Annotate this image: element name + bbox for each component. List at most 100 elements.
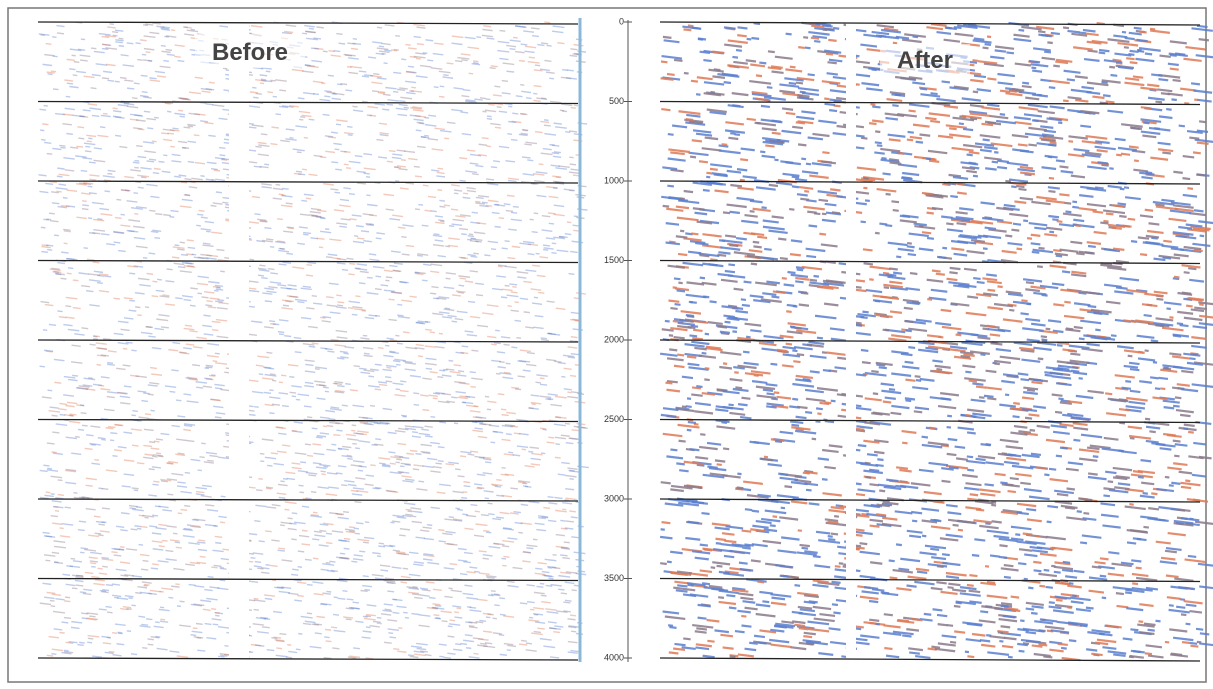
texture-stroke (548, 437, 554, 438)
texture-stroke (223, 169, 229, 170)
texture-stroke (469, 73, 473, 74)
texture-stroke (554, 497, 562, 498)
texture-stroke (1166, 308, 1170, 309)
texture-stroke (401, 237, 406, 238)
texture-stroke (47, 468, 52, 469)
texture-stroke (683, 638, 690, 639)
texture-stroke (337, 386, 344, 387)
texture-stroke (327, 571, 334, 572)
texture-stroke (58, 480, 63, 481)
texture-stroke (511, 212, 517, 213)
texture-stroke (408, 655, 414, 656)
texture-stroke (39, 109, 46, 110)
texture-stroke (905, 380, 915, 381)
texture-stroke (1182, 178, 1190, 179)
texture-stroke (1113, 249, 1124, 250)
texture-stroke (1125, 592, 1132, 593)
texture-stroke (1026, 509, 1036, 510)
texture-stroke (334, 597, 338, 598)
texture-stroke (144, 517, 148, 518)
texture-stroke (140, 40, 147, 41)
texture-stroke (1048, 145, 1056, 146)
texture-stroke (102, 78, 109, 79)
texture-stroke (1020, 620, 1024, 621)
texture-stroke (463, 193, 468, 194)
texture-stroke (399, 535, 405, 536)
texture-stroke (52, 415, 58, 416)
texture-stroke (505, 285, 510, 286)
texture-stroke (192, 254, 196, 255)
texture-stroke (1073, 440, 1080, 441)
texture-stroke (1189, 138, 1199, 139)
texture-stroke (294, 338, 302, 339)
texture-stroke (822, 152, 829, 153)
texture-stroke (298, 150, 305, 151)
texture-stroke (1138, 237, 1149, 238)
texture-stroke (547, 45, 552, 46)
texture-stroke (71, 559, 76, 560)
texture-stroke (763, 390, 773, 391)
texture-stroke (1057, 494, 1068, 495)
texture-stroke (422, 225, 429, 226)
texture-stroke (57, 176, 63, 177)
texture-stroke (360, 591, 367, 592)
texture-stroke (323, 387, 329, 388)
texture-stroke (416, 322, 423, 323)
texture-stroke (1102, 598, 1106, 599)
texture-stroke (364, 590, 369, 591)
texture-stroke (703, 60, 711, 61)
texture-stroke (1065, 212, 1071, 213)
texture-stroke (137, 463, 144, 464)
texture-stroke (258, 479, 262, 480)
texture-stroke (570, 55, 577, 56)
texture-stroke (532, 36, 539, 37)
texture-stroke (199, 210, 205, 211)
texture-stroke (541, 340, 549, 341)
texture-stroke (146, 619, 152, 620)
texture-stroke (383, 94, 391, 95)
texture-stroke (1049, 607, 1062, 609)
texture-stroke (437, 172, 445, 173)
texture-stroke (101, 592, 108, 593)
texture-stroke (386, 367, 391, 368)
texture-stroke (564, 542, 570, 543)
texture-stroke (219, 148, 225, 149)
texture-stroke (288, 228, 294, 229)
texture-stroke (504, 204, 510, 205)
texture-stroke (541, 43, 548, 44)
texture-stroke (891, 201, 899, 202)
texture-stroke (54, 562, 58, 563)
texture-stroke (461, 498, 467, 499)
texture-stroke (104, 191, 110, 192)
texture-stroke (566, 443, 574, 444)
texture-stroke (508, 122, 516, 123)
texture-stroke (565, 423, 570, 424)
texture-stroke (64, 618, 71, 619)
texture-stroke (319, 247, 323, 248)
texture-stroke (560, 110, 564, 111)
texture-stroke (215, 613, 220, 614)
texture-stroke (790, 326, 795, 327)
texture-stroke (111, 552, 117, 553)
texture-stroke (890, 578, 898, 579)
texture-stroke (172, 257, 179, 258)
texture-stroke (355, 156, 362, 157)
texture-stroke (386, 209, 394, 210)
texture-stroke (558, 474, 565, 475)
texture-stroke (137, 60, 142, 61)
texture-stroke (449, 564, 457, 565)
texture-stroke (507, 581, 515, 582)
texture-stroke (357, 238, 364, 239)
texture-stroke (805, 48, 811, 49)
texture-stroke (493, 618, 497, 619)
texture-stroke (144, 111, 150, 112)
texture-stroke (1163, 241, 1172, 242)
texture-stroke (1122, 388, 1131, 389)
texture-stroke (448, 636, 455, 637)
texture-stroke (197, 638, 201, 639)
texture-stroke (1163, 257, 1172, 258)
texture-stroke (363, 542, 369, 543)
texture-stroke (216, 192, 222, 193)
texture-stroke (1191, 83, 1200, 84)
texture-stroke (266, 239, 273, 240)
